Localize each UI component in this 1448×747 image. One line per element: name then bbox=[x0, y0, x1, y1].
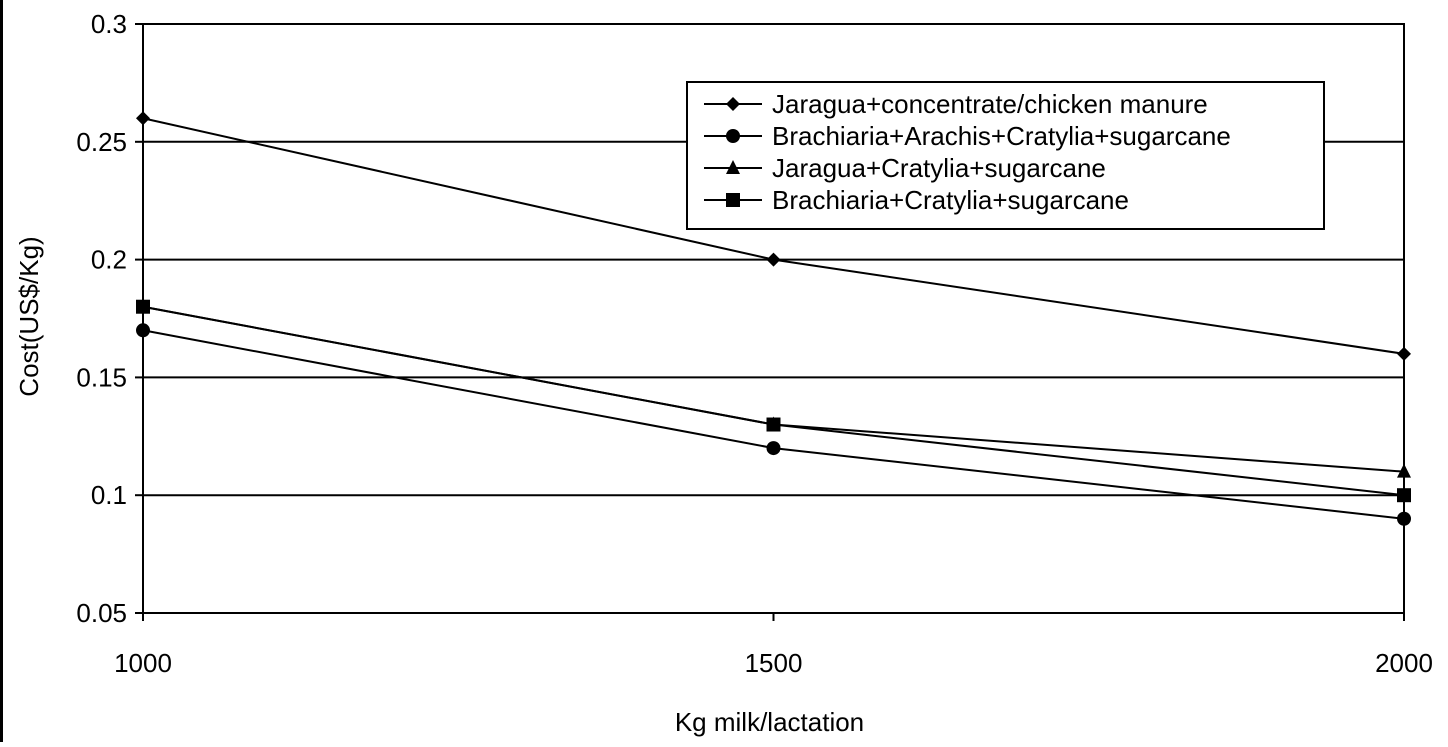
legend-label: Brachiaria+Arachis+Cratylia+sugarcane bbox=[772, 121, 1231, 151]
legend-item: Jaragua+Cratylia+sugarcane bbox=[704, 153, 1106, 183]
legend-label: Brachiaria+Cratylia+sugarcane bbox=[772, 185, 1129, 215]
y-tick-label: 0.15 bbox=[76, 362, 127, 392]
legend-item: Brachiaria+Cratylia+sugarcane bbox=[704, 185, 1129, 215]
x-axis-ticks: 1000 1500 2000 bbox=[114, 613, 1433, 678]
x-tick-label: 2000 bbox=[1375, 648, 1433, 678]
y-tick-label: 0.1 bbox=[91, 480, 127, 510]
legend-marker-triangle bbox=[726, 160, 740, 174]
y-tick-label: 0.05 bbox=[76, 598, 127, 628]
x-axis-title: Kg milk/lactation bbox=[675, 707, 864, 737]
legend-marker-square bbox=[726, 193, 740, 207]
x-tick-label: 1500 bbox=[745, 648, 803, 678]
data-point-diamond bbox=[766, 252, 781, 267]
left-edge-border bbox=[0, 0, 3, 742]
series-circle bbox=[136, 323, 1411, 526]
y-tick-label: 0.3 bbox=[91, 9, 127, 39]
x-tick-label: 1000 bbox=[114, 648, 172, 678]
legend-item: Brachiaria+Arachis+Cratylia+sugarcane bbox=[704, 121, 1231, 151]
y-tick-label: 0.25 bbox=[76, 127, 127, 157]
series-group bbox=[136, 111, 1411, 526]
legend-label: Jaragua+concentrate/chicken manure bbox=[772, 89, 1208, 119]
data-point-circle bbox=[136, 323, 150, 338]
y-axis-title: Cost(US$/Kg) bbox=[14, 236, 44, 396]
y-tick-label: 0.2 bbox=[91, 245, 127, 275]
legend-item: Jaragua+concentrate/chicken manure bbox=[704, 89, 1208, 119]
data-point-circle bbox=[766, 441, 781, 456]
series-diamond bbox=[136, 111, 1411, 361]
legend-label: Jaragua+Cratylia+sugarcane bbox=[772, 153, 1106, 183]
data-point-diamond bbox=[136, 111, 150, 126]
data-point-square bbox=[136, 299, 150, 314]
data-point-square bbox=[1397, 488, 1411, 503]
y-axis-ticks: 0.05 0.1 0.15 0.2 0.25 0.3 bbox=[76, 9, 143, 628]
series-square bbox=[136, 299, 1411, 503]
legend-marker-diamond bbox=[726, 97, 740, 111]
data-point-circle bbox=[1397, 511, 1411, 526]
legend-box bbox=[686, 81, 1325, 230]
data-point-triangle bbox=[1397, 463, 1411, 478]
legend: Jaragua+concentrate/chicken manureBrachi… bbox=[686, 81, 1325, 230]
data-point-diamond bbox=[1397, 346, 1411, 361]
data-point-square bbox=[766, 417, 781, 432]
legend-marker-circle bbox=[726, 129, 740, 143]
